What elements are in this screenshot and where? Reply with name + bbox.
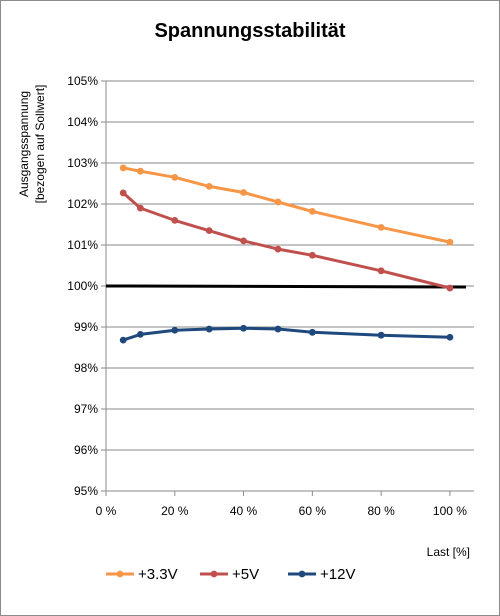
x-tick-labels: 0 % 20 % 40 % 60 % 80 % 100 % bbox=[96, 504, 468, 518]
data-point bbox=[274, 325, 282, 333]
legend-swatch-marker bbox=[298, 570, 306, 578]
x-tick-label: 0 % bbox=[96, 504, 117, 518]
x-tick-label: 20 % bbox=[161, 504, 189, 518]
legend-item: +12V bbox=[288, 566, 355, 583]
series-line bbox=[122, 191, 451, 290]
data-point bbox=[274, 198, 282, 206]
legend-swatch-marker bbox=[210, 570, 218, 578]
data-point bbox=[446, 333, 454, 341]
data-series bbox=[119, 164, 454, 344]
data-point bbox=[205, 325, 213, 333]
data-point bbox=[377, 331, 385, 339]
reference-line bbox=[105, 284, 467, 289]
y-axis-title-line-1: Ausgangsspannung bbox=[17, 91, 31, 197]
series-12v bbox=[119, 324, 454, 344]
axes bbox=[105, 81, 474, 496]
y-tick-label: 100% bbox=[67, 279, 98, 293]
data-point bbox=[240, 237, 247, 245]
data-point bbox=[377, 223, 385, 231]
series-33v bbox=[119, 164, 454, 246]
data-point bbox=[136, 167, 144, 175]
data-point bbox=[240, 189, 247, 196]
data-point bbox=[274, 245, 282, 253]
data-point bbox=[308, 207, 316, 215]
x-tick-label: 100 % bbox=[433, 504, 467, 518]
series-5v bbox=[119, 189, 454, 292]
y-tick-label: 99% bbox=[74, 320, 98, 334]
data-point bbox=[119, 189, 127, 197]
data-point bbox=[205, 227, 213, 235]
y-tick-label: 95% bbox=[74, 484, 98, 498]
y-tick-label: 96% bbox=[74, 443, 98, 457]
y-tick-label: 101% bbox=[67, 238, 98, 252]
data-point bbox=[308, 328, 316, 336]
data-point bbox=[119, 164, 127, 172]
y-tick-label: 102% bbox=[67, 197, 98, 211]
legend-label: +3.3V bbox=[138, 566, 178, 583]
y-tick-label: 97% bbox=[74, 402, 98, 416]
data-point bbox=[446, 238, 454, 246]
data-point bbox=[240, 324, 247, 332]
data-point bbox=[136, 204, 144, 212]
chart-title: Spannungsstabilität bbox=[154, 20, 345, 42]
y-axis-title-line-2: [bezogen auf Sollwert] bbox=[33, 85, 47, 204]
y-tick-label: 105% bbox=[67, 74, 98, 88]
data-point bbox=[171, 173, 179, 181]
y-tick-labels: 95% 96% 97% 98% 99% 100% 101% 102% 103% 104% 105% bbox=[67, 74, 98, 498]
x-tick-label: 60 % bbox=[299, 504, 327, 518]
data-point bbox=[171, 217, 179, 224]
data-point bbox=[171, 326, 179, 334]
y-tick-label: 98% bbox=[74, 361, 98, 375]
legend: +3.3V +5V +12V bbox=[106, 566, 355, 583]
legend-item: +3.3V bbox=[106, 566, 178, 583]
data-point bbox=[308, 251, 316, 259]
x-tick-label: 80 % bbox=[367, 504, 395, 518]
y-tick-label: 104% bbox=[67, 115, 98, 129]
data-point bbox=[446, 284, 454, 292]
data-point bbox=[136, 330, 144, 338]
y-axis-title: Ausgangsspannung [bezogen auf Sollwert] bbox=[17, 85, 47, 204]
data-point bbox=[377, 267, 385, 275]
legend-label: +5V bbox=[232, 566, 259, 583]
legend-label: +12V bbox=[320, 566, 355, 583]
y-tick-label: 103% bbox=[67, 156, 98, 170]
reference-line-100 bbox=[105, 284, 467, 289]
legend-item: +5V bbox=[200, 566, 259, 583]
data-point bbox=[205, 182, 213, 190]
data-point bbox=[119, 336, 127, 344]
x-axis-title: Last [%] bbox=[427, 545, 470, 559]
legend-swatch-marker bbox=[116, 570, 124, 578]
x-tick-label: 40 % bbox=[230, 504, 258, 518]
